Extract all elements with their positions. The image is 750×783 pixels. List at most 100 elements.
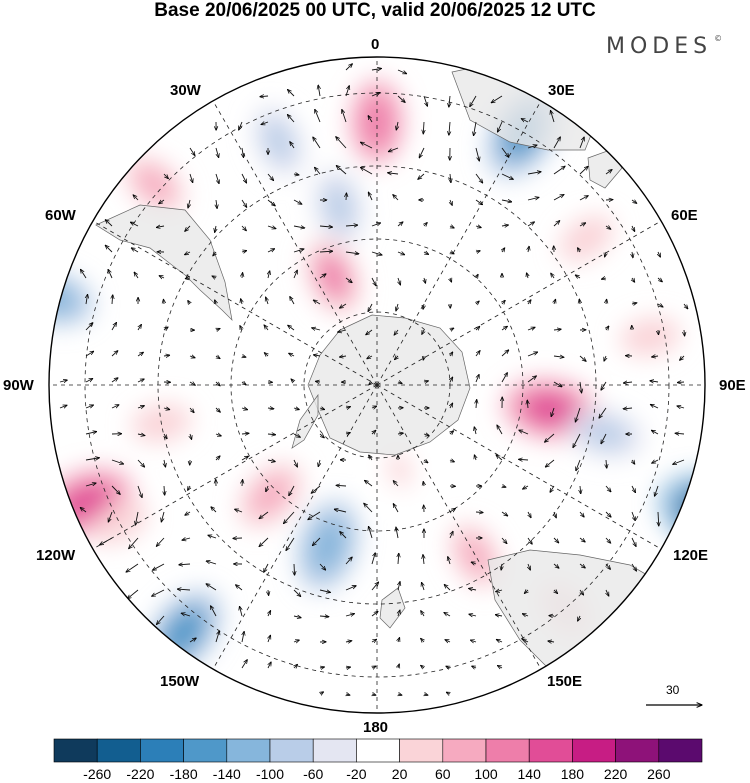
wind-arrow <box>606 299 607 305</box>
wind-arrow <box>268 611 271 617</box>
wind-arrow <box>501 563 502 570</box>
wind-arrow <box>266 297 268 305</box>
wind-arrow <box>371 93 380 97</box>
wind-arrow <box>527 273 528 279</box>
wind-arrow <box>312 328 321 330</box>
wind-arrow <box>553 537 559 543</box>
wind-arrow <box>683 303 688 309</box>
wind-arrow <box>164 433 167 439</box>
wind-arrow <box>548 641 555 642</box>
meridian-line <box>92 384 378 550</box>
wind-arrow <box>502 486 506 487</box>
wind-arrow <box>80 507 87 513</box>
wind-arrow <box>133 195 139 201</box>
anomaly-core <box>316 252 351 302</box>
wind-arrow <box>527 376 536 383</box>
wind-arrow <box>268 589 269 595</box>
wind-arrow <box>450 199 452 205</box>
wind-arrow <box>605 485 611 492</box>
wind-arrow <box>312 537 321 546</box>
wind-arrow <box>156 615 165 624</box>
wind-arrow <box>623 408 633 409</box>
wind-arrow <box>267 199 275 206</box>
wind-arrow <box>345 667 350 668</box>
wind-arrow <box>449 508 455 513</box>
wind-arrow <box>371 611 378 617</box>
wind-arrow <box>188 199 190 208</box>
wind-arrow <box>604 355 606 361</box>
wind-arrow <box>319 563 326 570</box>
wind-arrow <box>423 381 428 382</box>
wind-arrow <box>216 199 217 208</box>
wind-arrow <box>242 273 243 279</box>
wind-arrow <box>266 485 268 492</box>
wind-arrow <box>185 225 191 231</box>
wind-arrow <box>398 610 400 617</box>
wind-arrow <box>579 196 588 201</box>
wind-arrow <box>423 555 424 565</box>
wind-arrow <box>551 407 555 417</box>
wind-arrow <box>673 459 685 464</box>
wind-arrow <box>631 200 637 203</box>
wind-arrow <box>287 115 295 123</box>
wind-arrow <box>208 535 217 538</box>
wind-arrow <box>601 278 607 279</box>
wind-arrow <box>632 460 635 464</box>
wind-arrow <box>319 616 329 617</box>
wind-arrow <box>575 407 581 422</box>
wind-arrow <box>346 694 350 695</box>
wind-arrow <box>215 456 220 461</box>
wind-arrow <box>469 614 477 616</box>
wind-arrow <box>371 406 377 408</box>
wind-arrow <box>367 356 373 359</box>
wind-arrow <box>284 511 295 524</box>
wind-arrow <box>345 252 359 254</box>
wind-arrow <box>605 563 610 569</box>
wind-arrow <box>450 226 454 228</box>
wind-arrow <box>502 248 505 252</box>
colorbar-tick-label: 140 <box>517 766 541 782</box>
colorbar-tick-label: 260 <box>647 766 671 782</box>
wind-arrow <box>423 95 427 106</box>
wind-arrow <box>215 407 220 412</box>
wind-arrow <box>364 480 373 487</box>
wind-arrow <box>293 589 301 597</box>
wind-arrow <box>424 277 425 283</box>
wind-arrow <box>578 615 580 621</box>
wind-arrow <box>528 246 529 253</box>
wind-arrow <box>111 405 119 409</box>
wind-arrow <box>469 588 477 590</box>
wind-arrow <box>658 329 659 335</box>
colorbar-swatch <box>96 738 141 763</box>
wind-arrow <box>605 511 611 517</box>
wind-arrow <box>606 589 609 596</box>
colorbar-tick-label: 220 <box>603 766 628 782</box>
colorbar-swatch <box>399 738 444 763</box>
wind-arrow <box>528 563 530 570</box>
colorbar-tick-label: -60 <box>303 766 324 782</box>
wind-arrow <box>241 408 248 410</box>
wind-arrow <box>580 485 581 494</box>
wind-arrow <box>164 459 166 467</box>
meridian-line <box>212 384 378 670</box>
wind-arrow <box>59 405 67 408</box>
wind-arrow <box>424 694 428 695</box>
lon-label-90w: 90W <box>3 377 34 394</box>
wind-arrow <box>475 173 483 183</box>
colorbar-swatch <box>356 738 400 763</box>
wind-arrow <box>319 434 324 438</box>
wind-arrow <box>264 325 269 331</box>
anomaly-core <box>101 508 138 536</box>
wind-arrow <box>308 511 321 520</box>
wind-arrow <box>163 173 168 179</box>
wind-arrow <box>521 119 529 123</box>
wind-arrow <box>189 356 195 358</box>
wind-arrow <box>680 355 685 360</box>
wind-arrow <box>371 68 381 70</box>
map-border <box>48 56 706 714</box>
wind-arrow <box>85 378 93 383</box>
wind-arrow <box>550 110 555 123</box>
wind-arrow <box>320 692 324 694</box>
wind-arrow <box>396 303 398 311</box>
wind-arrow <box>241 660 247 669</box>
